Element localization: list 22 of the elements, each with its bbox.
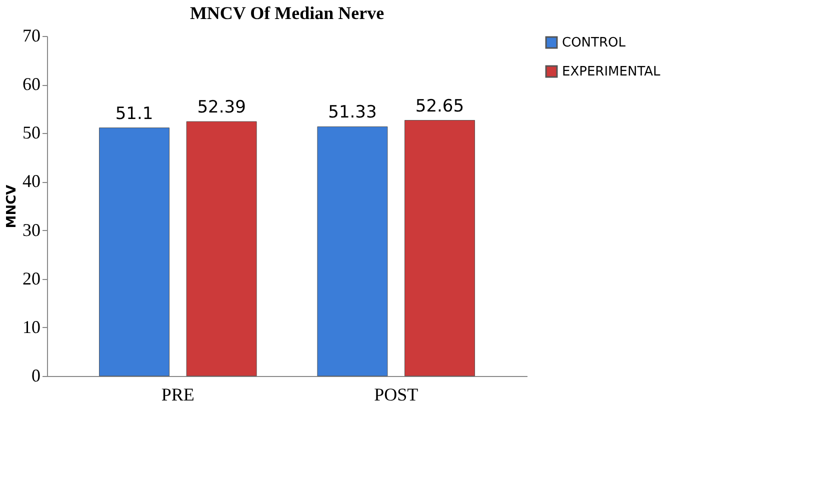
x-tick-label: PRE <box>161 384 194 404</box>
bar <box>404 120 475 376</box>
y-tick-label: 30 <box>22 220 40 240</box>
bar <box>99 128 170 376</box>
legend-label: CONTROL <box>562 36 626 50</box>
y-tick-label: 20 <box>22 268 40 288</box>
data-label: 52.39 <box>197 98 246 118</box>
data-label: 51.33 <box>328 102 377 123</box>
data-label: 51.1 <box>115 104 154 124</box>
legend-label: EXPERIMENTAL <box>562 64 662 80</box>
bar <box>186 121 257 376</box>
x-tick-label: POST <box>374 384 418 404</box>
y-tick-label: 0 <box>32 366 40 386</box>
data-label: 52.65 <box>415 96 464 116</box>
y-tick-label: 40 <box>22 171 40 192</box>
y-tick-label: 70 <box>22 26 40 46</box>
y-axis-title: MNCV <box>4 184 20 228</box>
chart-title: MNCV Of Median Nerve <box>190 3 384 23</box>
y-tick-label: 60 <box>22 74 40 94</box>
bar <box>317 126 388 376</box>
y-tick-label: 50 <box>22 122 40 143</box>
y-tick-label: 10 <box>22 316 40 337</box>
